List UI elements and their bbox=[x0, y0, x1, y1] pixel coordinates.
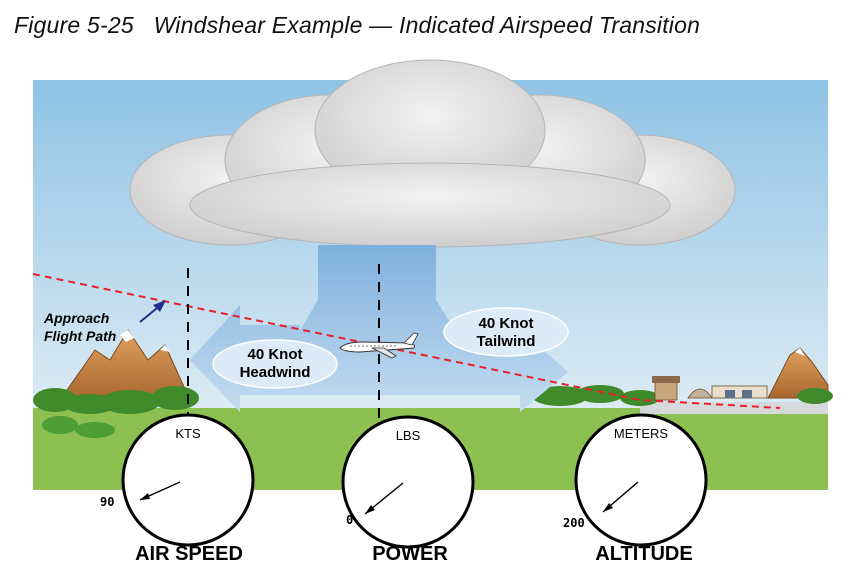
headwind-ellipse bbox=[212, 339, 338, 389]
altitude-unit: METERS bbox=[614, 426, 669, 441]
approach-flight-path bbox=[32, 273, 781, 409]
approach-pointer-arrow bbox=[139, 300, 166, 323]
power-name: POWER bbox=[372, 543, 448, 565]
airspeed-name: AIR SPEED bbox=[135, 543, 243, 565]
power-gauge: LBS 0 POWER bbox=[341, 415, 475, 565]
power-unit: LBS bbox=[396, 428, 421, 443]
tailwind-label-line2: Tailwind bbox=[477, 333, 536, 350]
approach-label-line1: Approach bbox=[43, 310, 109, 326]
airspeed-unit: KTS bbox=[175, 426, 201, 441]
altitude-name: ALTITUDE bbox=[595, 543, 692, 565]
figure-title: Figure 5-25 Windshear Example — Indicate… bbox=[14, 12, 701, 38]
runway bbox=[640, 402, 828, 414]
headwind-label-line1: 40 Knot bbox=[247, 346, 302, 363]
airplane bbox=[339, 332, 419, 359]
thunderstorm-cloud bbox=[129, 59, 736, 248]
altitude-value: 200 bbox=[563, 516, 585, 530]
airspeed-value: 90 bbox=[100, 495, 114, 509]
power-value: 0 bbox=[346, 513, 353, 527]
airspeed-gauge: KTS 90 AIR SPEED bbox=[100, 413, 255, 565]
headwind-label-line2: Headwind bbox=[240, 364, 311, 381]
left-trees bbox=[33, 386, 199, 438]
altitude-gauge: METERS 200 ALTITUDE bbox=[563, 413, 708, 565]
tailwind-ellipse bbox=[443, 307, 569, 357]
tailwind-label-line1: 40 Knot bbox=[478, 315, 533, 332]
approach-label-line2: Flight Path bbox=[44, 328, 116, 344]
airport-buildings bbox=[652, 376, 768, 401]
